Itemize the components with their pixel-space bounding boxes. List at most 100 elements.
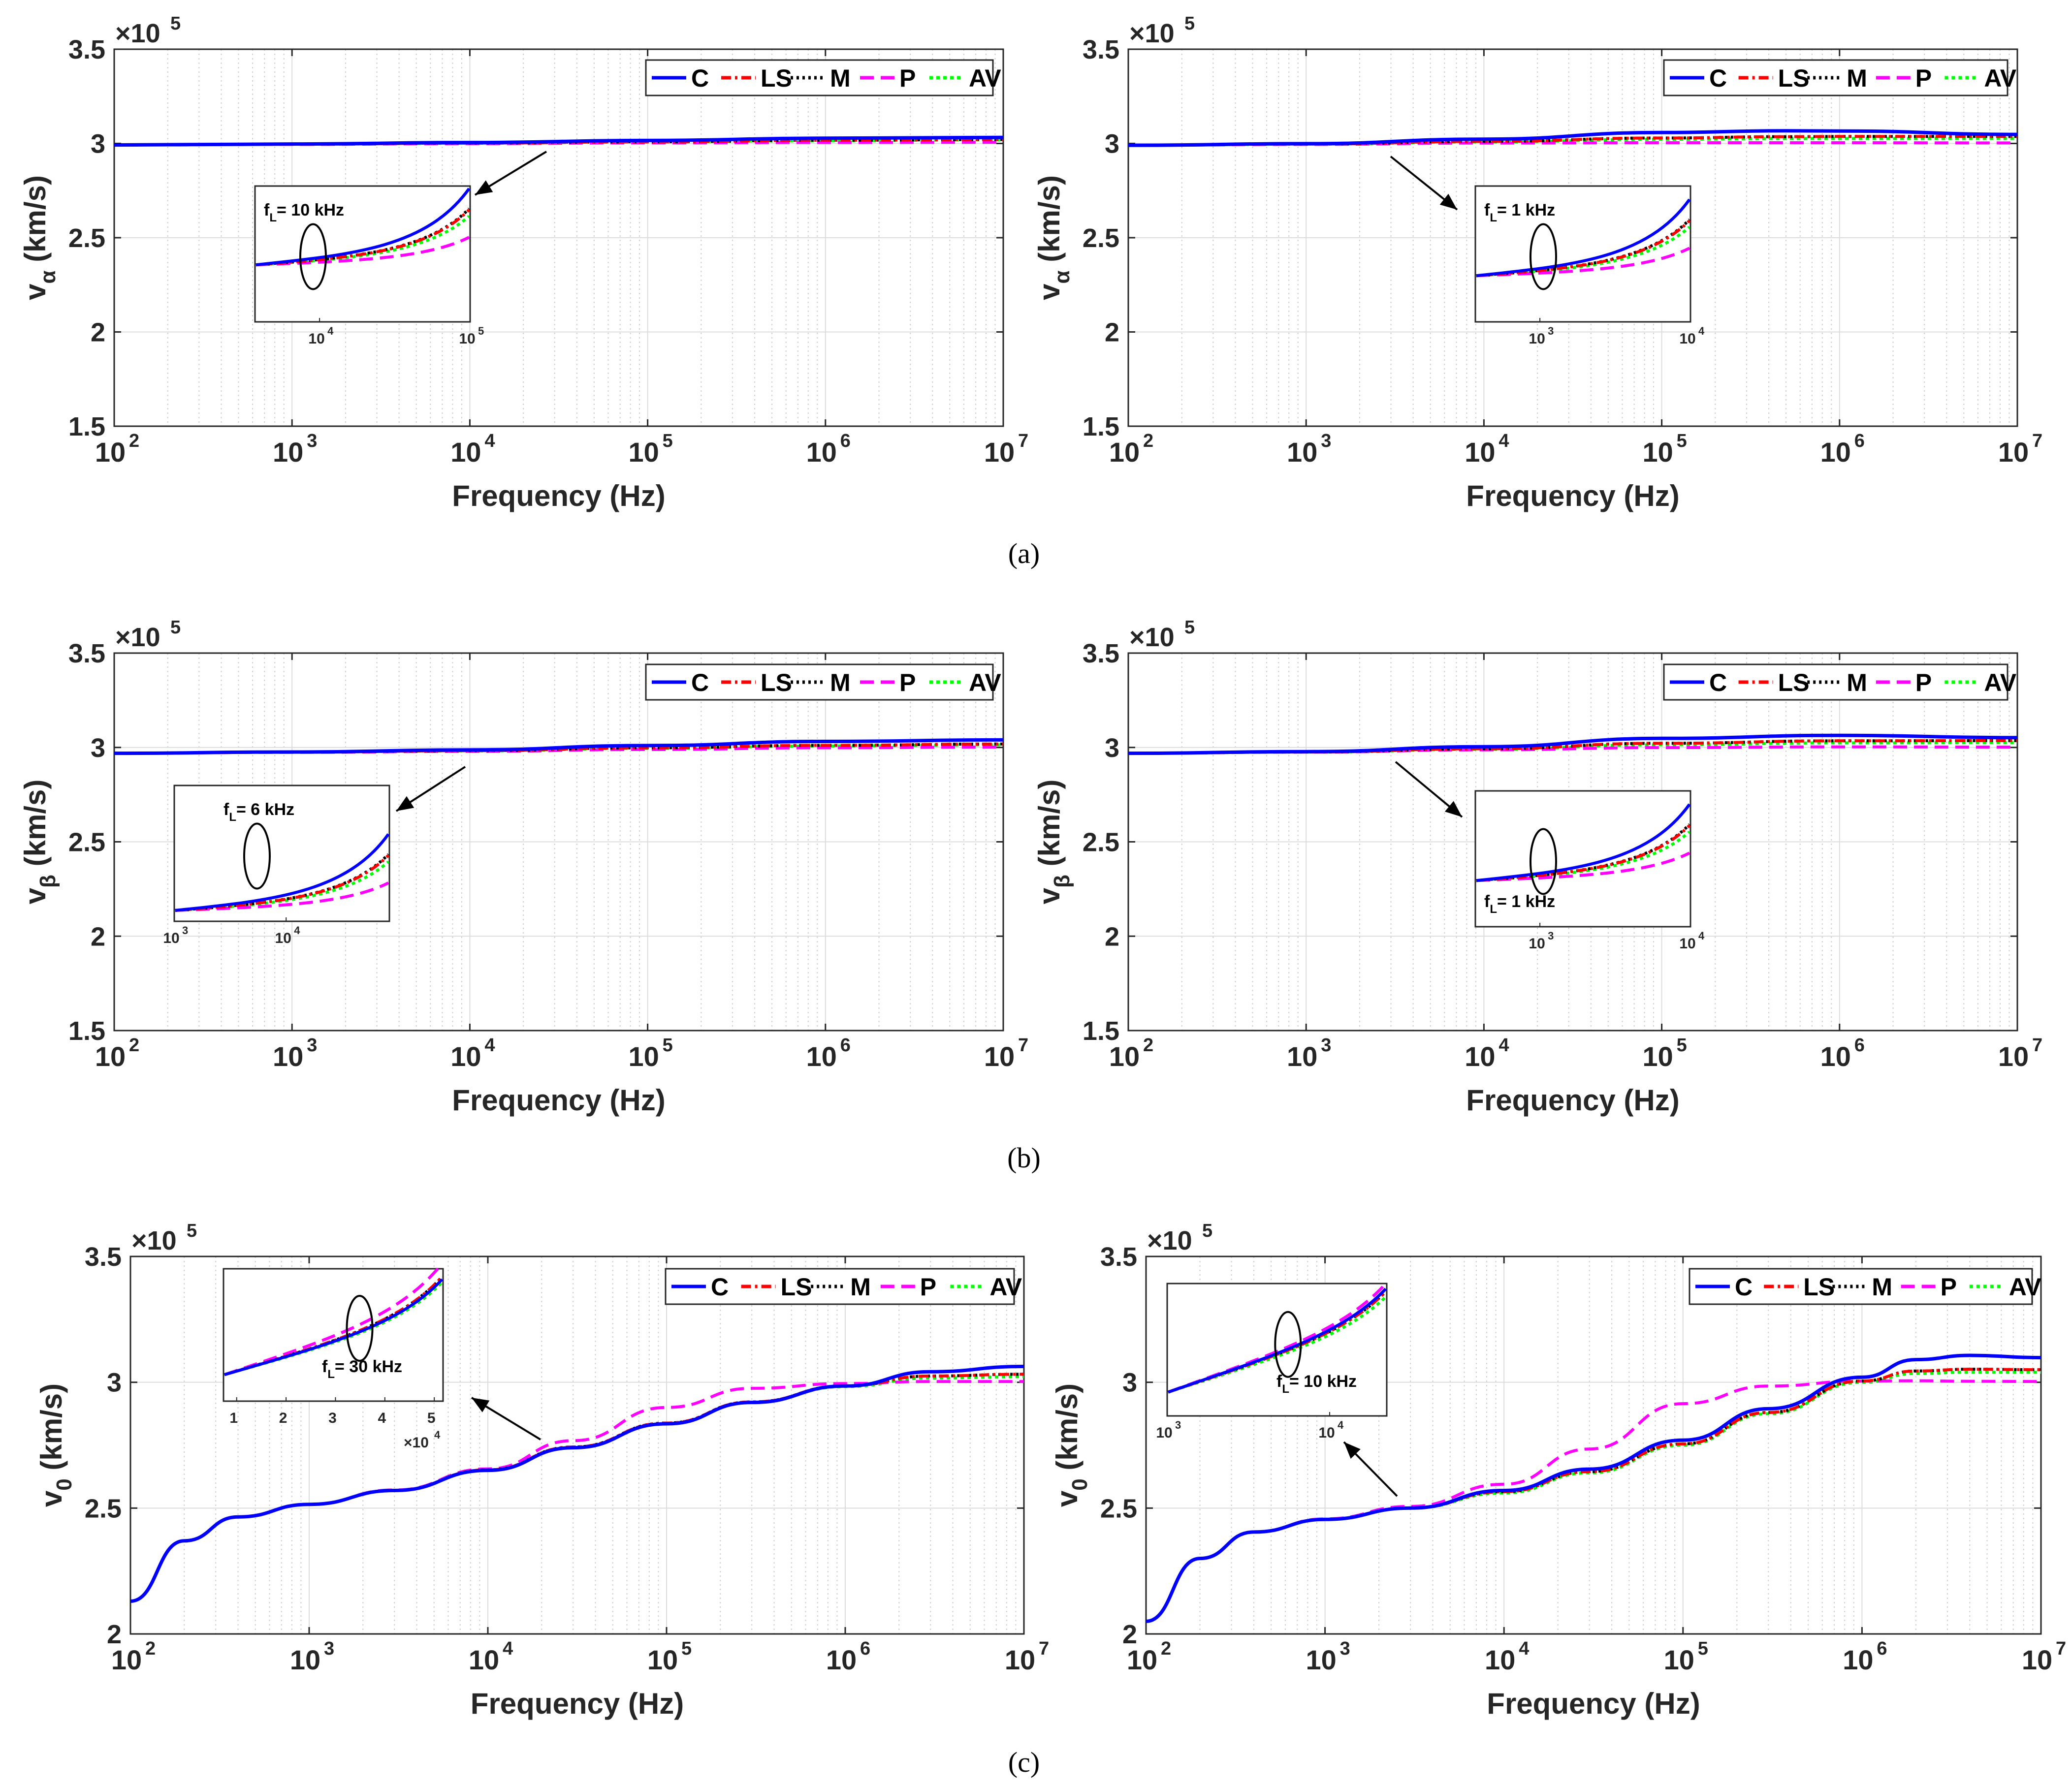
inset-series-p bbox=[255, 236, 470, 267]
inset-series-p bbox=[224, 1262, 444, 1377]
x-tick-label: 10 bbox=[647, 1644, 678, 1675]
legend-label-c: C bbox=[691, 64, 709, 92]
y-tick-label: 3.5 bbox=[68, 639, 105, 668]
legend: C LS M P AV bbox=[1663, 663, 2017, 701]
x-tick-exponent: 4 bbox=[484, 1035, 495, 1056]
y-exponent-label: ×10 bbox=[1129, 19, 1175, 48]
legend-box bbox=[1689, 1268, 2033, 1305]
legend-box bbox=[1663, 59, 2008, 96]
x-tick-exponent: 2 bbox=[1161, 1638, 1171, 1659]
y-axis-title-main: v bbox=[19, 887, 52, 904]
legend-label-av: AV bbox=[2009, 1273, 2041, 1301]
inset-arrow-head bbox=[472, 1398, 490, 1412]
y-tick-label: 2.5 bbox=[68, 828, 105, 857]
y-tick-label: 1.5 bbox=[1083, 1016, 1119, 1046]
inset-tick-label: 10 bbox=[1156, 1425, 1172, 1441]
y-axis-title: v0 (km/s) bbox=[35, 1383, 76, 1507]
x-tick-label: 10 bbox=[1820, 437, 1851, 468]
x-tick-exponent: 4 bbox=[484, 431, 495, 451]
x-tick-label: 10 bbox=[1287, 437, 1317, 468]
legend-label-c: C bbox=[1735, 1273, 1753, 1301]
inset-exponent-power: 4 bbox=[434, 1429, 441, 1441]
y-axis-title: vβ (km/s) bbox=[1033, 780, 1074, 905]
inset-label-rest: = 10 kHz bbox=[1289, 1372, 1357, 1391]
legend-box bbox=[645, 59, 994, 96]
y-exponent-power: 5 bbox=[170, 13, 181, 34]
y-axis-title-sub: 0 bbox=[1068, 1478, 1092, 1490]
inset-series-m bbox=[224, 1276, 444, 1377]
y-axis-title: vα (km/s) bbox=[1033, 175, 1074, 300]
inset-series-ls bbox=[1476, 219, 1691, 278]
x-tick-exponent: 3 bbox=[324, 1638, 334, 1659]
x-tick-label: 10 bbox=[469, 1644, 499, 1675]
x-tick-exponent: 7 bbox=[1018, 1035, 1028, 1056]
caption-b: (b) bbox=[1007, 1142, 1041, 1174]
x-tick-exponent: 6 bbox=[1854, 1035, 1865, 1056]
y-axis-title-unit: (km/s) bbox=[19, 780, 52, 875]
y-tick-label: 2.5 bbox=[1100, 1494, 1137, 1523]
legend: C LS M P AV bbox=[665, 1268, 1022, 1305]
x-tick-label: 10 bbox=[984, 1041, 1015, 1072]
inset-ellipse-marker bbox=[1274, 1311, 1302, 1378]
y-exponent-label: ×10 bbox=[131, 1226, 177, 1255]
x-tick-label: 10 bbox=[95, 1041, 126, 1072]
x-tick-exponent: 3 bbox=[1321, 431, 1331, 451]
y-axis-title-sub: β bbox=[36, 875, 60, 888]
y-axis-title-unit: (km/s) bbox=[1033, 780, 1066, 875]
y-tick-label: 3.5 bbox=[85, 1242, 122, 1272]
y-tick-label: 2 bbox=[91, 318, 105, 347]
inset-tick-label: 1 bbox=[229, 1410, 238, 1426]
inset-tick-label: 10 bbox=[308, 331, 324, 347]
legend-label-m: M bbox=[850, 1273, 871, 1301]
inset-tick-label: 10 bbox=[1679, 936, 1695, 952]
legend-label-c: C bbox=[1709, 669, 1727, 696]
y-axis-title: vα (km/s) bbox=[19, 175, 60, 300]
y-tick-label: 1.5 bbox=[68, 1016, 105, 1046]
inset-series-p bbox=[1476, 247, 1690, 278]
y-tick-label: 2 bbox=[1105, 922, 1119, 951]
inset-tick-exponent: 3 bbox=[1548, 325, 1554, 337]
inset-frame bbox=[1474, 185, 1691, 323]
inset-label-sub: L bbox=[1490, 211, 1497, 224]
y-axis-title-sub: α bbox=[1050, 270, 1074, 283]
axes-frame bbox=[1145, 1255, 2042, 1635]
inset-label: fL= 10 kHz bbox=[1276, 1372, 1357, 1396]
inset-series-p bbox=[175, 881, 389, 912]
legend-label-p: P bbox=[899, 64, 916, 92]
y-axis-title-text: vα (km/s) bbox=[19, 175, 60, 300]
inset-label: fL= 1 kHz bbox=[1484, 201, 1555, 224]
legend-label-p: P bbox=[1941, 1273, 1957, 1301]
inset-tick-exponent: 4 bbox=[294, 924, 300, 937]
inset-label-main: f bbox=[264, 201, 270, 219]
series-line-c bbox=[1146, 1353, 2041, 1623]
x-tick-label: 10 bbox=[1287, 1041, 1317, 1072]
inset-series-c bbox=[175, 833, 390, 912]
x-tick-exponent: 6 bbox=[1877, 1638, 1887, 1659]
x-axis-title: Frequency (Hz) bbox=[452, 479, 665, 512]
inset-label: fL= 30 kHz bbox=[322, 1357, 402, 1381]
inset-tick-label: 5 bbox=[427, 1410, 436, 1426]
series-layer bbox=[1128, 129, 2018, 147]
y-tick-label: 1.5 bbox=[1083, 412, 1119, 441]
x-tick-label: 10 bbox=[450, 437, 481, 468]
inset-tick-label: 10 bbox=[1529, 331, 1545, 347]
inset-arrow-head bbox=[475, 180, 493, 195]
y-axis-title-main: v bbox=[1051, 1490, 1084, 1507]
x-tick-exponent: 7 bbox=[1039, 1638, 1049, 1659]
legend: C LS M P AV bbox=[645, 59, 1001, 96]
y-tick-label: 3 bbox=[1105, 129, 1119, 159]
inset-label-rest: = 1 kHz bbox=[1497, 201, 1555, 219]
y-tick-label: 3 bbox=[1105, 733, 1119, 763]
x-tick-exponent: 4 bbox=[1498, 1035, 1509, 1056]
inset-label-sub: L bbox=[229, 811, 236, 824]
inset-series-p bbox=[1476, 851, 1690, 882]
inset-exponent-label: ×10 bbox=[404, 1435, 429, 1451]
x-tick-label: 10 bbox=[1820, 1041, 1851, 1072]
legend-label-ls: LS bbox=[1778, 669, 1810, 696]
x-tick-exponent: 5 bbox=[1677, 431, 1687, 451]
series-layer bbox=[1146, 1353, 2041, 1623]
legend-label-av: AV bbox=[969, 669, 1001, 696]
inset-arrow-head bbox=[1444, 801, 1462, 817]
inset-label-rest: = 30 kHz bbox=[335, 1357, 402, 1376]
x-tick-label: 10 bbox=[1664, 1644, 1694, 1675]
